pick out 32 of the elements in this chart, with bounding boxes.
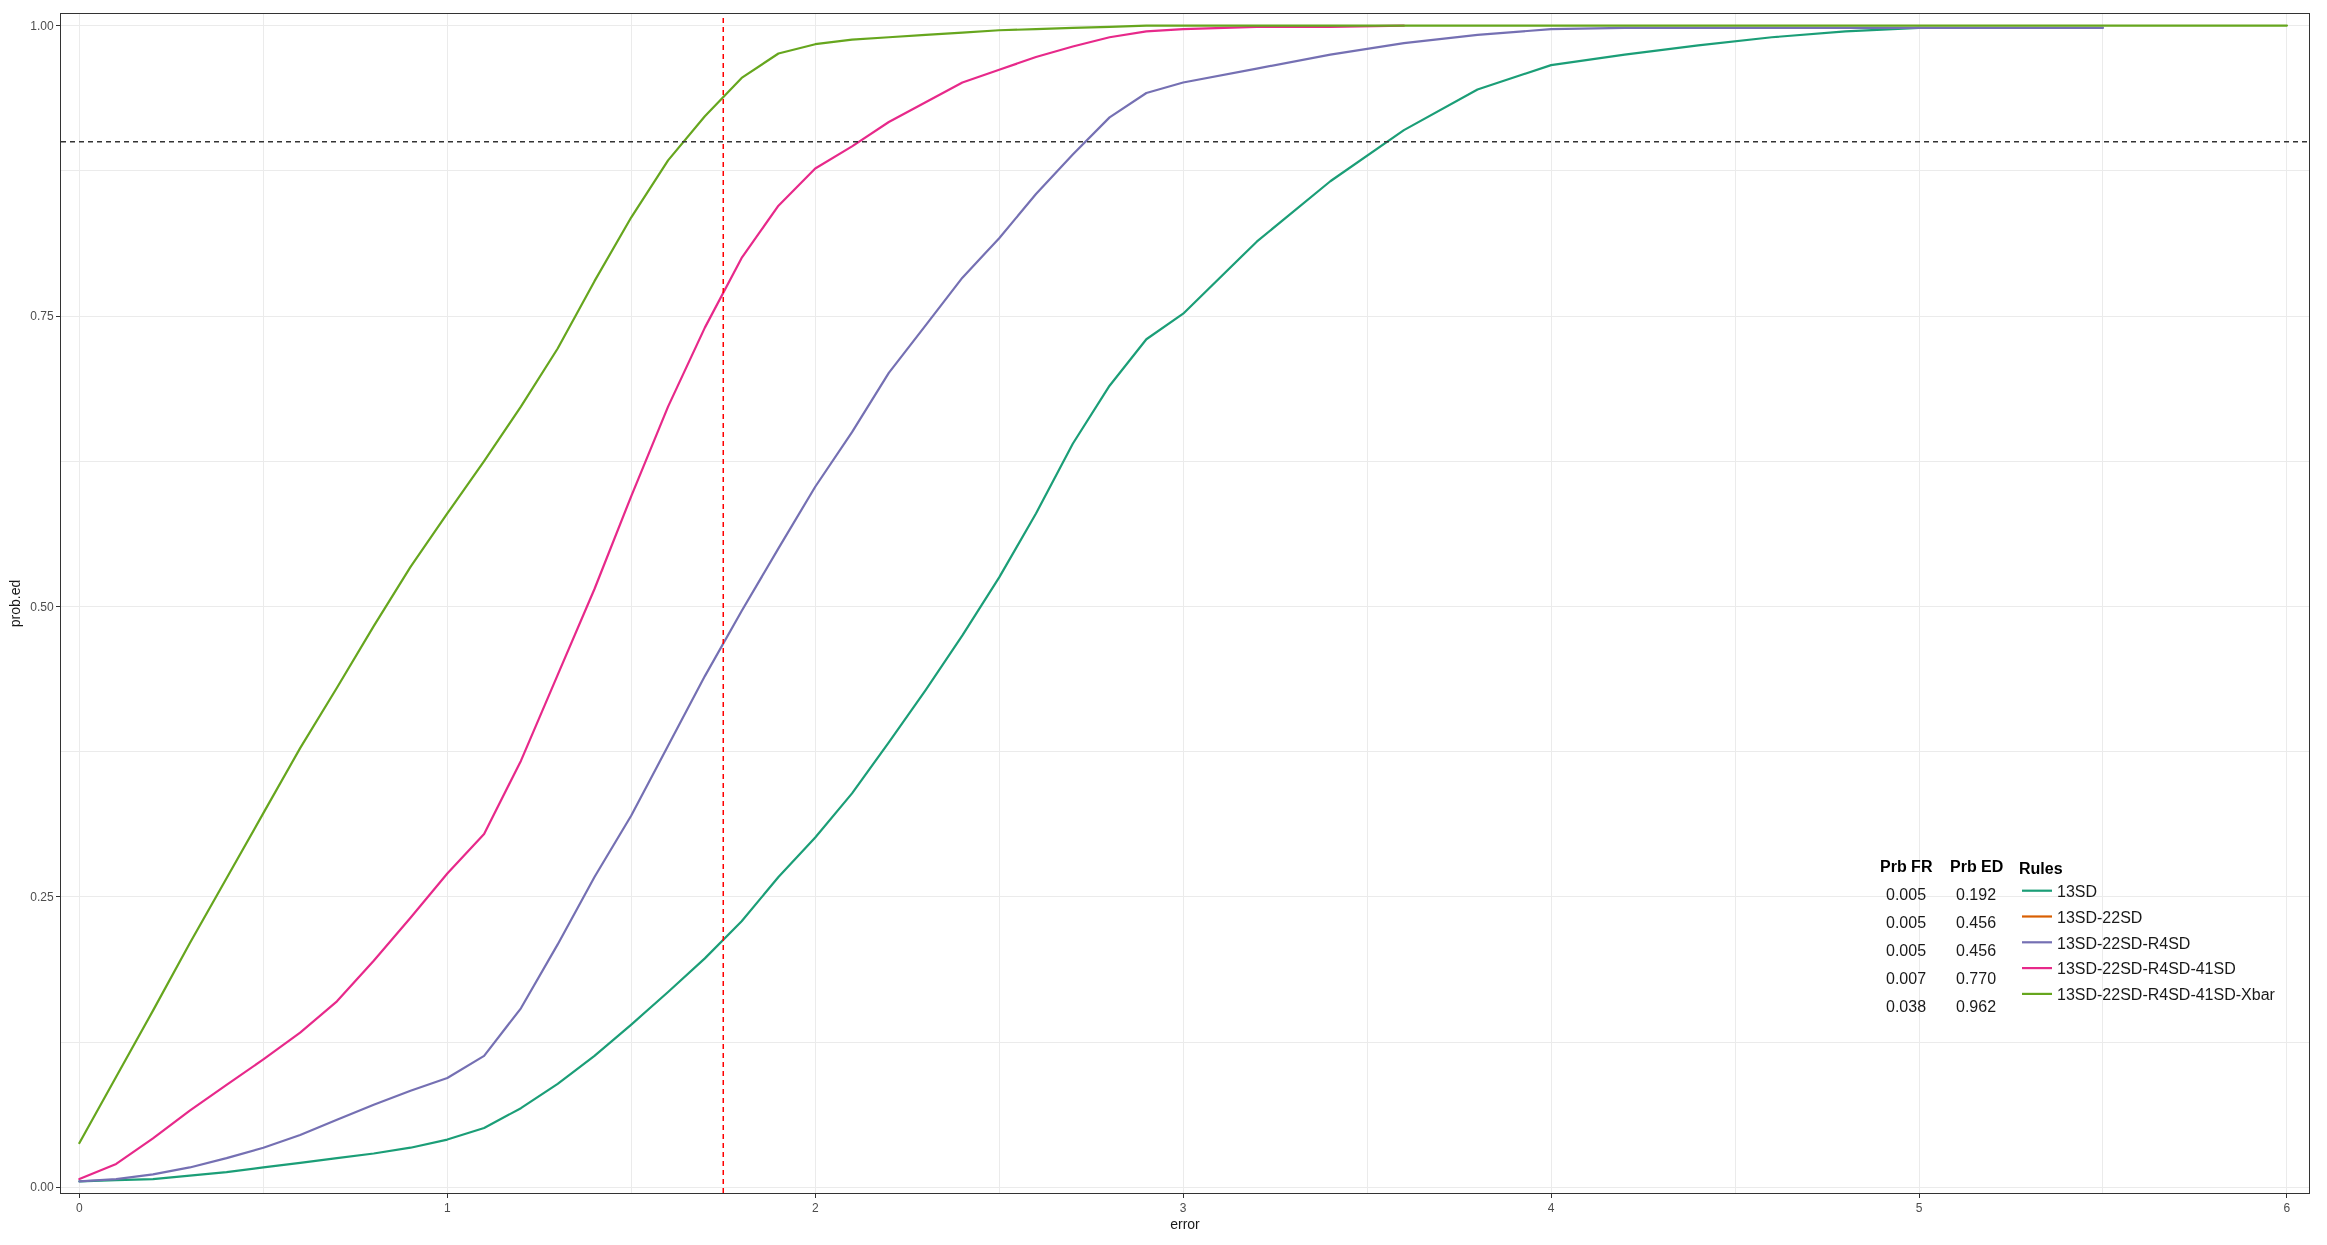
y-tick-label: 1.00 — [30, 18, 54, 33]
y-axis-title: prob.ed — [6, 579, 23, 628]
x-tick-label: 0 — [76, 1201, 84, 1216]
y-tick-label: 0.00 — [30, 1180, 54, 1195]
annotation: Prb ED — [1950, 858, 2004, 875]
x-tick-label: 6 — [2283, 1201, 2291, 1216]
y-tick-label: 0.50 — [30, 599, 54, 614]
legend-label: 13SD-22SD-R4SD-41SD-Xbar — [2057, 986, 2276, 1004]
annotation: 0.456 — [1956, 914, 1997, 931]
y-tick-label: 0.75 — [30, 309, 54, 324]
x-axis-title: error — [1170, 1215, 1201, 1232]
annotation: Prb FR — [1880, 858, 1933, 875]
y-tick-label: 0.25 — [30, 890, 54, 904]
x-tick-label: 3 — [1179, 1201, 1187, 1216]
annotation: 0.456 — [1956, 942, 1997, 959]
legend-label: 13SD — [2057, 882, 2098, 900]
legend-label: 13SD-22SD-R4SD — [2057, 934, 2191, 952]
x-tick-label: 5 — [1915, 1201, 1923, 1216]
annotation: 0.962 — [1956, 998, 1997, 1015]
annotation: 0.038 — [1886, 998, 1927, 1015]
annotation: 0.005 — [1886, 914, 1927, 931]
x-tick-label: 1 — [443, 1201, 451, 1216]
annotation: 0.770 — [1956, 970, 1997, 987]
annotation: 0.007 — [1886, 970, 1927, 987]
legend-label: 13SD-22SD-R4SD-41SD — [2057, 960, 2236, 978]
annotation: 0.192 — [1956, 886, 1997, 903]
x-tick-label: 4 — [1547, 1201, 1555, 1216]
x-tick-label: 2 — [811, 1201, 819, 1216]
legend-title: Rules — [2019, 859, 2063, 877]
annotation: 0.005 — [1886, 942, 1927, 959]
annotation: 0.005 — [1886, 886, 1927, 903]
legend-label: 13SD-22SD — [2057, 908, 2143, 926]
